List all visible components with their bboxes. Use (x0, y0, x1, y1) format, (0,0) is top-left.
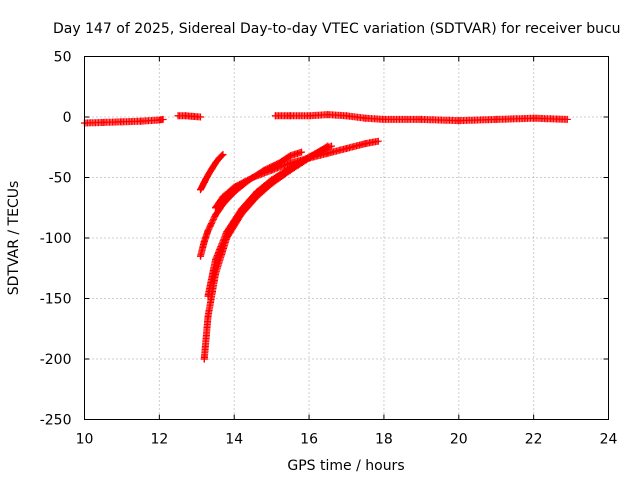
data-point (204, 227, 212, 235)
data-point (343, 112, 350, 120)
x-tick-label: 16 (300, 432, 318, 448)
y-tick-label: -250 (40, 413, 72, 429)
y-tick-label: -200 (40, 352, 72, 368)
series-seg-baseline-3 (271, 111, 571, 125)
data-point (238, 205, 246, 213)
data-point (204, 171, 212, 179)
data-point (208, 165, 216, 173)
x-tick-label: 20 (450, 432, 468, 448)
series-seg-baseline-1 (81, 115, 167, 127)
data-point (212, 204, 219, 212)
data-point (197, 113, 205, 121)
data-point (380, 115, 388, 123)
y-tick-label: -100 (40, 231, 72, 247)
data-point (223, 228, 231, 236)
plot-frame (84, 56, 609, 420)
data-point (99, 118, 107, 126)
y-tick-label: -50 (49, 171, 72, 187)
series-arc-a (197, 151, 227, 194)
data-point (189, 112, 197, 120)
x-axis-label: GPS time / hours (287, 458, 404, 474)
data-point (182, 112, 190, 120)
data-point (159, 115, 167, 123)
data-point (563, 115, 571, 123)
data-point (361, 114, 369, 122)
y-tick-label: 50 (54, 50, 72, 66)
chart-title: Day 147 of 2025, Sidereal Day-to-day VTE… (53, 21, 621, 37)
data-point (212, 256, 219, 264)
data-point (215, 154, 223, 162)
data-point (155, 116, 163, 124)
data-point (200, 355, 208, 363)
marker-run (361, 138, 381, 148)
data-series (81, 111, 571, 363)
data-point (204, 313, 212, 321)
data-point (200, 238, 208, 246)
data-point (268, 176, 276, 184)
data-point (197, 252, 205, 260)
data-point (328, 142, 336, 150)
data-point (219, 151, 227, 159)
x-tick-label: 12 (150, 432, 168, 448)
data-point (324, 111, 332, 119)
data-point (286, 112, 294, 120)
data-point (174, 112, 182, 120)
data-point (219, 193, 227, 201)
data-point (530, 114, 538, 122)
x-axis-tick-labels: 10 12 14 16 18 20 22 24 (76, 432, 618, 448)
y-axis-label: SDTVAR / TECUs (6, 181, 22, 296)
y-axis-tick-labels: 50 0 -50 -100 -150 -200 -250 (40, 50, 72, 429)
data-point (212, 211, 219, 219)
y-tick-label: 0 (63, 110, 72, 126)
x-tick-label: 10 (76, 432, 94, 448)
data-point (200, 178, 208, 186)
data-point (374, 137, 382, 145)
data-point (305, 153, 313, 161)
data-point (305, 112, 313, 120)
data-point (230, 183, 238, 191)
data-point (118, 118, 126, 126)
x-tick-label: 24 (600, 432, 618, 448)
series-arc-e (204, 142, 336, 300)
data-point (286, 152, 294, 160)
data-point (298, 148, 306, 156)
data-point (316, 147, 324, 155)
data-point (137, 117, 145, 125)
data-point (492, 115, 500, 123)
data-point (212, 159, 219, 167)
x-tick-label: 22 (525, 432, 543, 448)
data-point (343, 144, 350, 152)
data-point (204, 292, 212, 300)
x-tick-label: 18 (375, 432, 393, 448)
data-point (455, 117, 463, 125)
axis-ticks (84, 56, 609, 420)
x-tick-label: 14 (225, 432, 243, 448)
data-point (197, 186, 205, 194)
data-point (253, 188, 261, 196)
data-point (271, 112, 279, 120)
y-tick-label: -150 (40, 292, 72, 308)
series-arc-c (212, 137, 382, 212)
data-point (249, 174, 257, 181)
marker-run (200, 314, 212, 363)
grid (84, 56, 609, 420)
data-point (268, 166, 276, 174)
series-seg-baseline-2 (174, 112, 205, 121)
data-point (286, 164, 294, 172)
data-point (361, 140, 369, 148)
data-point (417, 115, 425, 123)
